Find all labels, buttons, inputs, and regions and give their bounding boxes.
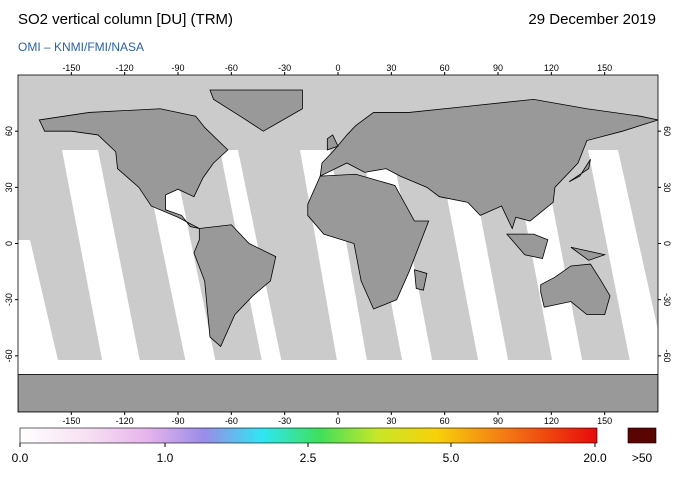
lat-tick-label: 0 <box>662 241 672 246</box>
lon-tick-label: -90 <box>171 416 184 426</box>
colorbar-tick-label: 1.0 <box>157 451 174 465</box>
lon-tick-label: -30 <box>278 416 291 426</box>
colorbar <box>19 427 598 444</box>
lat-tick-label: -30 <box>662 293 672 306</box>
lon-tick-label: -60 <box>225 63 238 73</box>
lat-tick-label: 60 <box>4 126 14 136</box>
date: 29 December 2019 <box>528 11 656 28</box>
lat-tick-label: 0 <box>4 241 14 246</box>
lon-tick-label: -150 <box>62 416 80 426</box>
lon-tick-label: 0 <box>335 63 340 73</box>
colorbar-tick-label: 5.0 <box>443 451 460 465</box>
colorbar-tick-label: 20.0 <box>583 451 607 465</box>
credit: OMI – KNMI/FMI/NASA <box>18 40 144 54</box>
lon-tick-label: 150 <box>597 416 612 426</box>
lon-tick-label: 90 <box>493 416 503 426</box>
land <box>18 90 658 412</box>
lon-tick-label: -60 <box>225 416 238 426</box>
lon-tick-label: 120 <box>544 63 559 73</box>
colorbar-tick-label: 0.0 <box>12 451 29 465</box>
lon-tick-label: -120 <box>116 63 134 73</box>
map <box>18 75 658 412</box>
lon-tick-label: 90 <box>493 63 503 73</box>
colorbar-overflow <box>627 427 657 444</box>
lon-tick-label: -120 <box>116 416 134 426</box>
lat-tick-label: 60 <box>662 126 672 136</box>
lon-tick-label: 0 <box>335 416 340 426</box>
colorbar-tick-label: 2.5 <box>300 451 317 465</box>
lon-tick-label: -30 <box>278 63 291 73</box>
lat-tick-label: 30 <box>662 182 672 192</box>
colorbar-overflow-label: >50 <box>632 451 653 465</box>
lat-tick-label: -30 <box>4 293 14 306</box>
lat-tick-label: 30 <box>4 182 14 192</box>
lon-tick-label: -150 <box>62 63 80 73</box>
lat-tick-label: -60 <box>662 349 672 362</box>
lon-tick-label: 30 <box>386 63 396 73</box>
title: SO2 vertical column [DU] (TRM) <box>18 11 233 28</box>
lon-tick-label: 60 <box>440 63 450 73</box>
lon-tick-label: 150 <box>597 63 612 73</box>
lon-tick-label: 120 <box>544 416 559 426</box>
lon-tick-label: 30 <box>386 416 396 426</box>
lon-tick-label: -90 <box>171 63 184 73</box>
ticks: -150 -150 -120 -120 -90 -90 -60 -60 -30 -30 0 0 30 30… <box>4 63 672 465</box>
lat-tick-label: -60 <box>4 349 14 362</box>
lon-tick-label: 60 <box>440 416 450 426</box>
